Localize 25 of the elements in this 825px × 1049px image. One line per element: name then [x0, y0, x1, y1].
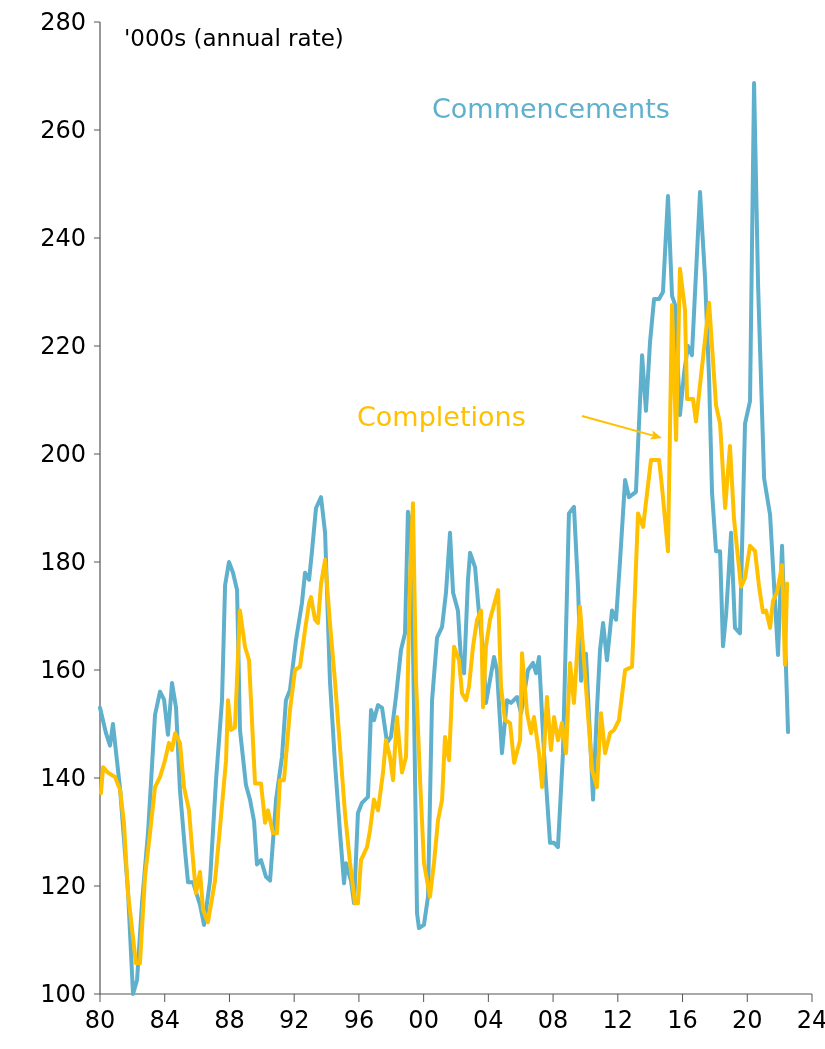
y-axis-title: '000s (annual rate)	[124, 25, 344, 51]
y-tick-label: 180	[40, 548, 86, 576]
x-tick-label: 88	[214, 1006, 245, 1034]
text: Commencements	[432, 93, 670, 124]
x-tick-label: 96	[343, 1006, 375, 1034]
y-tick-label: 160	[40, 656, 86, 684]
y-tick-label: 100	[40, 980, 86, 1008]
y-tick-label: 140	[40, 764, 86, 792]
line-series	[98, 266, 790, 966]
x-tick-label: 20	[732, 1006, 763, 1034]
x-tick-label: 84	[149, 1006, 180, 1034]
y-tick-label: 220	[40, 332, 86, 360]
x-tick-label: 04	[473, 1006, 504, 1034]
y-tick-label: 200	[40, 440, 86, 468]
x-tick-label: 08	[537, 1006, 569, 1034]
x-tick-label: 16	[667, 1006, 698, 1034]
y-tick-label: 280	[40, 8, 86, 36]
x-tick-label: 12	[602, 1006, 634, 1034]
x-tick-label: 00	[408, 1006, 439, 1034]
x-tick-label: 80	[84, 1006, 116, 1034]
legend-label: Completions	[357, 401, 526, 432]
y-tick-label: 120	[40, 872, 86, 900]
y-tick-label: 240	[40, 224, 86, 252]
x-tick-label: 92	[278, 1006, 310, 1034]
y-tick-label: 260	[40, 116, 86, 144]
